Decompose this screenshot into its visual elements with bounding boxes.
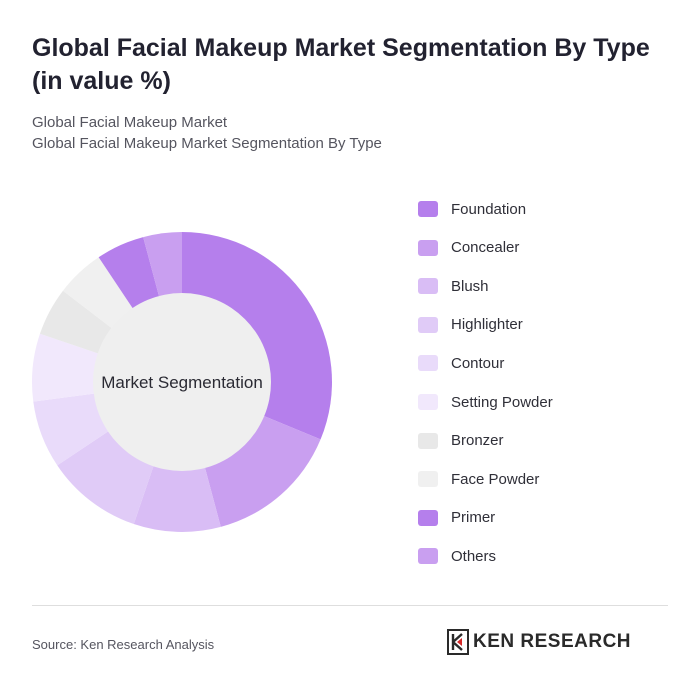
legend-item-highlighter: Highlighter xyxy=(418,314,523,336)
legend-swatch xyxy=(418,201,438,217)
footer-divider xyxy=(32,605,668,606)
legend-swatch xyxy=(418,278,438,295)
ken-research-logo-icon xyxy=(447,629,469,655)
legend-label: Face Powder xyxy=(451,470,540,488)
legend-label: Blush xyxy=(451,277,489,295)
legend-item-primer: Primer xyxy=(418,507,495,529)
legend-swatch xyxy=(418,394,438,410)
brand-logo: KEN RESEARCH xyxy=(447,629,631,655)
legend-item-blush: Blush xyxy=(418,275,489,297)
legend-swatch xyxy=(418,316,438,333)
legend-item-bronzer: Bronzer xyxy=(418,430,504,452)
legend-label: Others xyxy=(451,547,497,565)
legend-item-concealer: Concealer xyxy=(418,237,519,259)
source-note: Source: Ken Research Analysis xyxy=(32,637,215,652)
legend-swatch xyxy=(418,432,438,449)
center-label: Market Segmentation xyxy=(101,373,263,392)
brand-name: KEN RESEARCH xyxy=(473,631,632,652)
legend-item-foundation: Foundation xyxy=(418,198,526,220)
legend-swatch xyxy=(418,471,438,488)
legend-label: Contour xyxy=(451,354,505,372)
legend-label: Concealer xyxy=(451,239,520,257)
chart-subtitle-segmentation: Global Facial Makeup Market Segmentation… xyxy=(32,135,382,152)
legend-label: Primer xyxy=(451,509,496,527)
legend-item-contour: Contour xyxy=(418,352,504,374)
chart-title: Global Facial Makeup Market Segmentation… xyxy=(32,34,650,95)
legend-swatch xyxy=(418,509,438,526)
legend-label: Highlighter xyxy=(451,316,523,334)
legend-swatch xyxy=(418,548,438,565)
legend-label: Bronzer xyxy=(451,432,504,450)
donut-center xyxy=(93,293,271,471)
chart-subtitle-market: Global Facial Makeup Market xyxy=(32,114,228,131)
legend-label: Setting Powder xyxy=(451,393,553,411)
legend-swatch xyxy=(418,355,438,372)
legend-label: Foundation xyxy=(451,200,527,218)
legend-item-face-powder: Face Powder xyxy=(418,468,539,490)
legend-item-others: Others xyxy=(418,545,496,567)
donut-chart: Market Segmentation xyxy=(31,232,332,533)
legend-item-setting-powder: Setting Powder xyxy=(418,391,553,413)
legend-swatch xyxy=(418,239,438,256)
